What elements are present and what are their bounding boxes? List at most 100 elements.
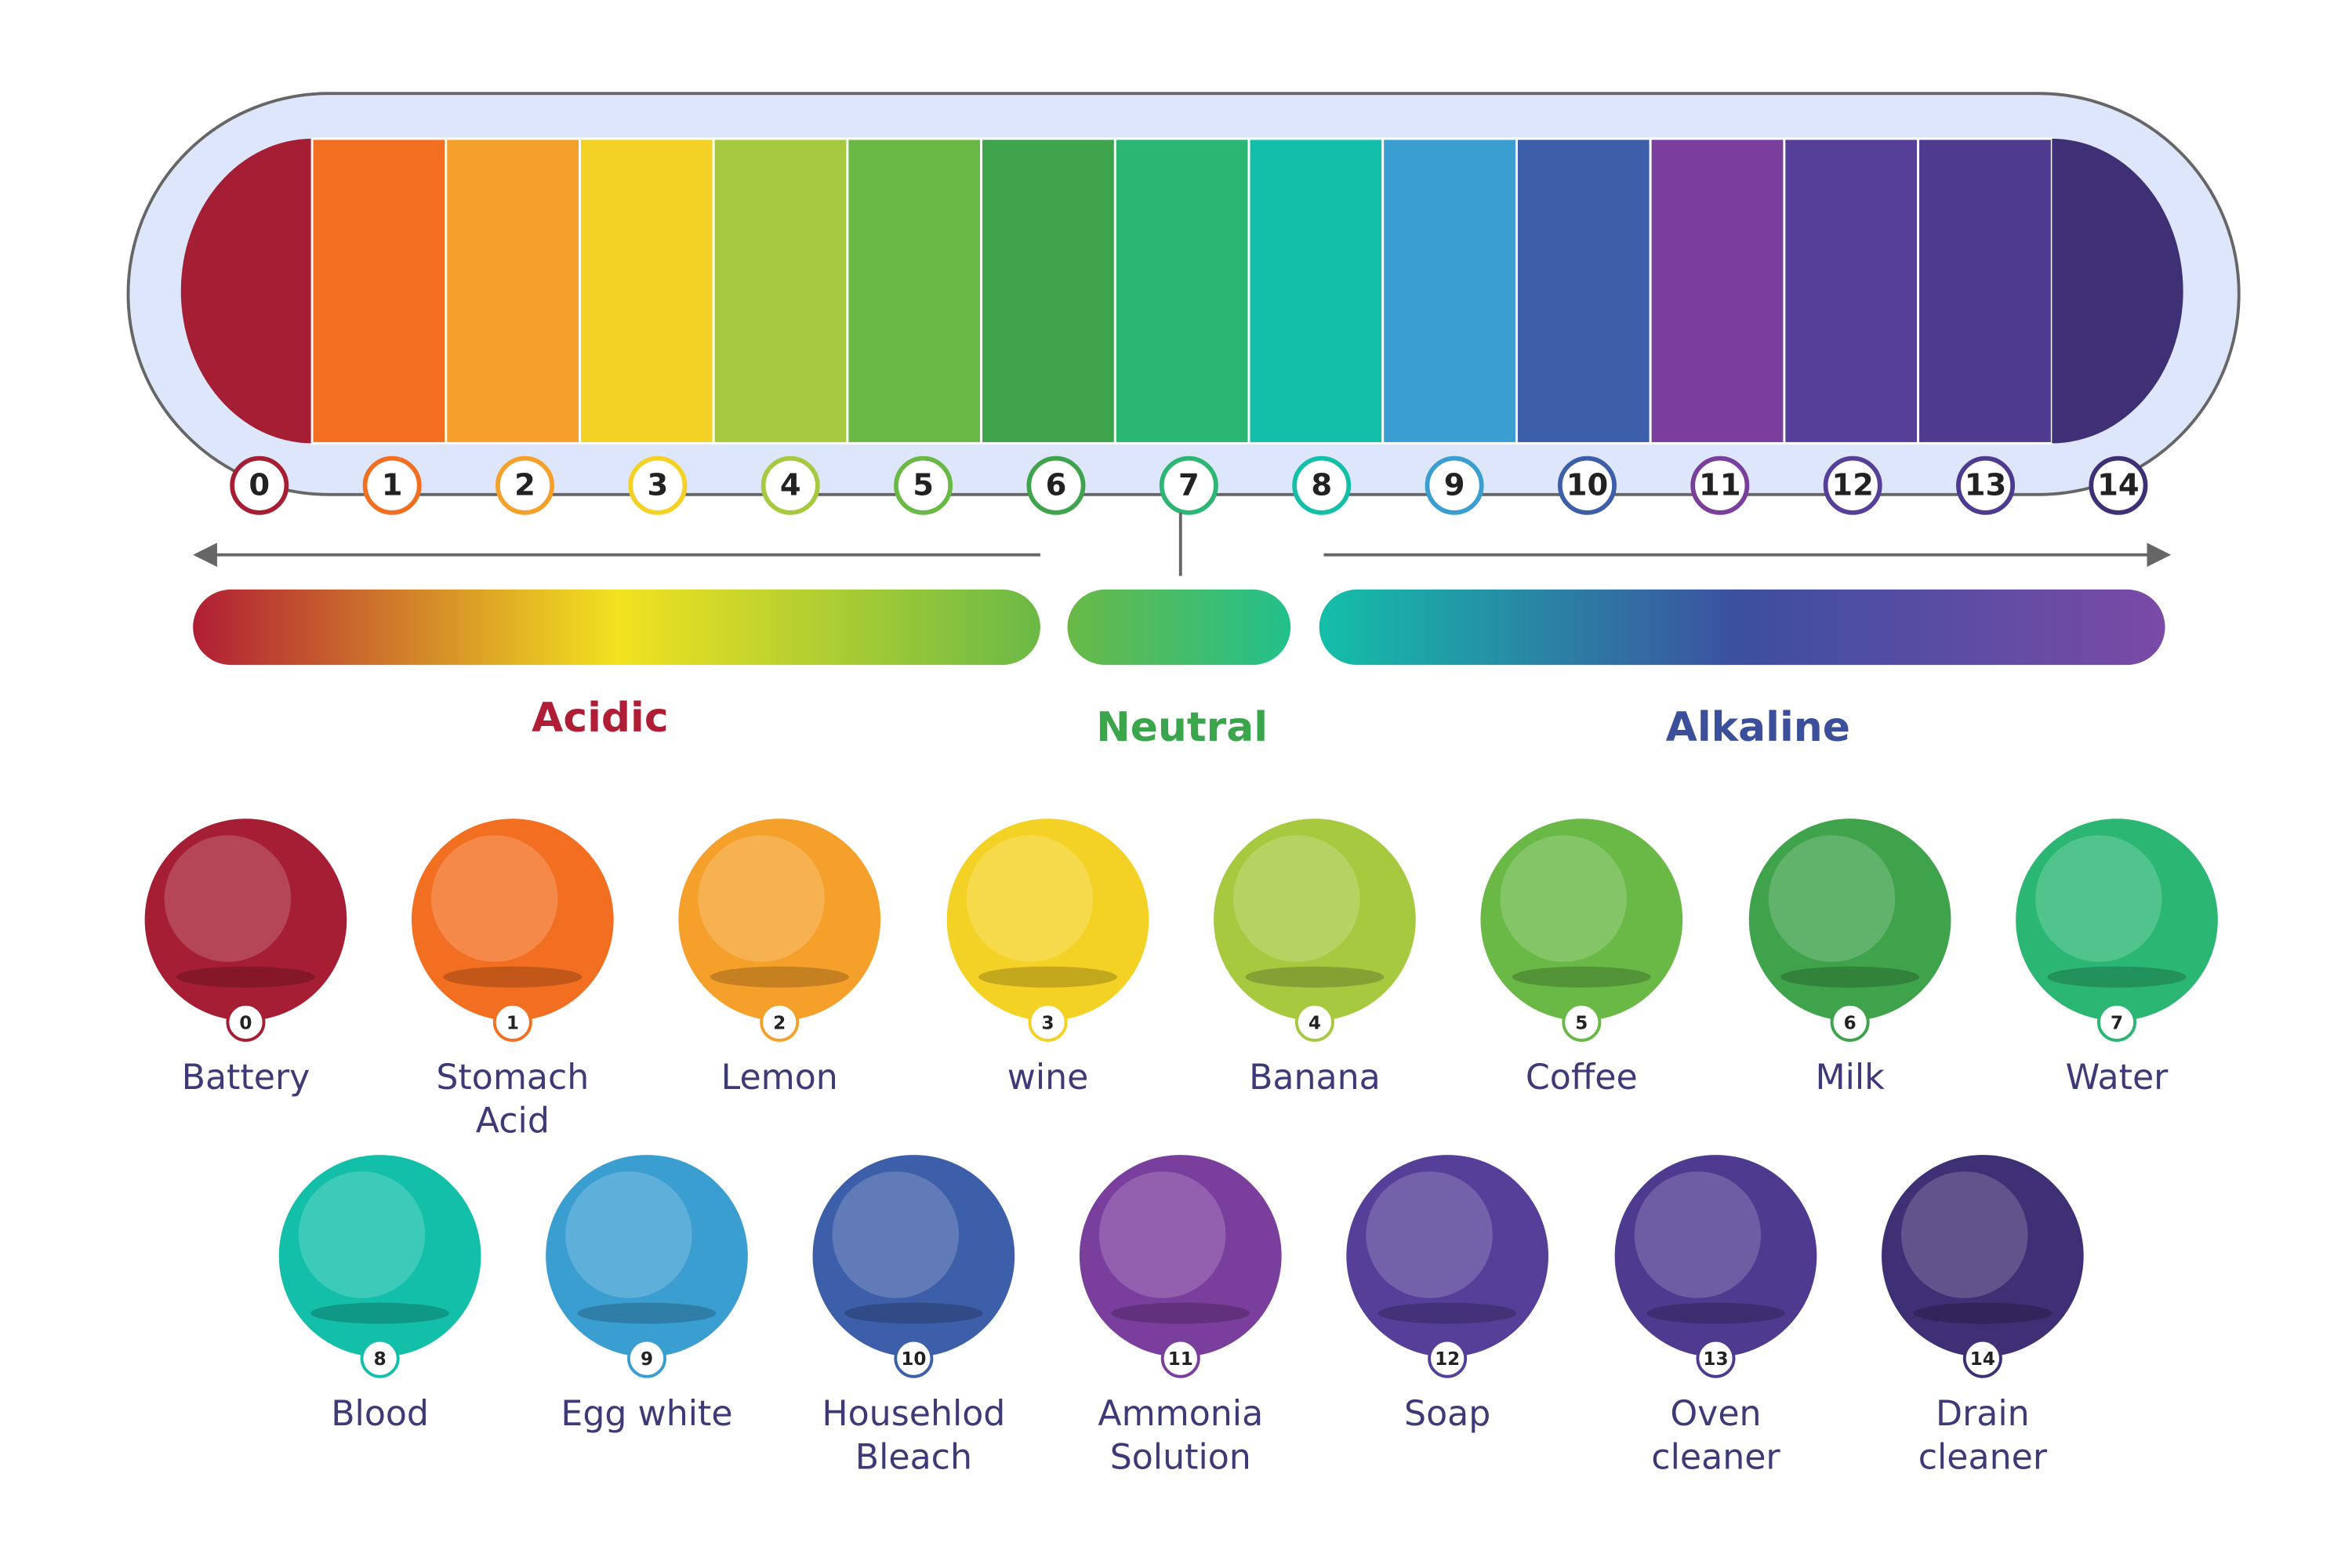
ph-marker bbox=[2089, 456, 2148, 515]
scale-segment bbox=[980, 137, 1116, 445]
item-ph: 1 bbox=[506, 1013, 519, 1033]
ph-marker bbox=[1425, 456, 1484, 515]
item-badge bbox=[1696, 1338, 1736, 1378]
item-glow bbox=[431, 835, 558, 962]
item-ph: 7 bbox=[2111, 1013, 2123, 1033]
ph-marker bbox=[1690, 456, 1750, 515]
item-label: Water bbox=[2066, 1058, 2169, 1098]
item-shadow bbox=[1646, 1302, 1785, 1324]
item-circle bbox=[1480, 818, 1683, 1021]
item-glow bbox=[1901, 1171, 2028, 1298]
item-label: Drain bbox=[1936, 1394, 2030, 1434]
ph-marker bbox=[1292, 456, 1352, 515]
item-circle bbox=[2016, 818, 2218, 1021]
item-glow bbox=[1366, 1171, 1493, 1298]
ph-number: 7 bbox=[1178, 468, 1200, 503]
item-ph: 12 bbox=[1435, 1349, 1460, 1370]
item-badge bbox=[492, 1002, 532, 1042]
item-label: Coffee bbox=[1526, 1058, 1638, 1098]
ph-marker bbox=[760, 456, 820, 515]
item-glow bbox=[565, 1171, 692, 1298]
item-circle bbox=[144, 818, 347, 1021]
range-label: Neutral bbox=[1096, 704, 1268, 751]
alkaline-bar bbox=[1319, 589, 2165, 666]
ph-marker bbox=[362, 456, 422, 515]
item-ph: 4 bbox=[1308, 1013, 1321, 1033]
scale-segment bbox=[1381, 137, 1518, 445]
item-ph: 13 bbox=[1703, 1349, 1728, 1370]
neutral-bar bbox=[1067, 589, 1291, 666]
item-label: cleaner bbox=[1918, 1438, 2048, 1478]
item-glow bbox=[698, 835, 825, 962]
item-label: Solution bbox=[1110, 1438, 1251, 1478]
item-shadow bbox=[577, 1302, 717, 1324]
item-ph: 2 bbox=[773, 1013, 786, 1033]
ph-number: 4 bbox=[780, 468, 801, 503]
item-glow bbox=[164, 835, 292, 962]
item-glow bbox=[1500, 835, 1627, 962]
ph-number: 11 bbox=[1699, 468, 1741, 503]
item-ph: 6 bbox=[1844, 1013, 1857, 1033]
item-label: cleaner bbox=[1651, 1438, 1780, 1478]
item-label: Lemon bbox=[721, 1058, 838, 1098]
ph-number: 3 bbox=[647, 468, 668, 503]
item-label: Soap bbox=[1404, 1394, 1490, 1434]
item-label: Acid bbox=[476, 1102, 550, 1142]
item-circle bbox=[1346, 1155, 1548, 1357]
item-label: Milk bbox=[1815, 1058, 1885, 1098]
ph-number: 10 bbox=[1566, 468, 1609, 503]
item-shadow bbox=[844, 1302, 983, 1324]
range-label: Alkaline bbox=[1666, 704, 1850, 751]
item-badge bbox=[1160, 1338, 1200, 1378]
item-glow bbox=[298, 1171, 426, 1298]
ph-marker bbox=[1956, 456, 2016, 515]
item-label: Bleach bbox=[855, 1438, 972, 1478]
item-badge bbox=[894, 1338, 934, 1378]
item-glow bbox=[2035, 835, 2162, 962]
ph-marker bbox=[628, 456, 688, 515]
item-label: Banana bbox=[1249, 1058, 1381, 1098]
scale-segment bbox=[712, 137, 849, 445]
ph-number: 2 bbox=[514, 468, 535, 503]
item-circle bbox=[1748, 818, 1951, 1021]
ph-marker bbox=[230, 456, 289, 515]
ph-number: 6 bbox=[1046, 468, 1067, 503]
item-circle bbox=[1882, 1155, 2084, 1357]
ph-number: 13 bbox=[1965, 468, 2007, 503]
item-circle bbox=[1214, 818, 1416, 1021]
item-circle bbox=[278, 1155, 481, 1357]
scale-segment bbox=[1649, 137, 1786, 445]
item-glow bbox=[1768, 835, 1896, 962]
ph-number: 9 bbox=[1444, 468, 1465, 503]
item-shadow bbox=[1913, 1302, 2053, 1324]
ph-number: 8 bbox=[1311, 468, 1332, 503]
ph-marker bbox=[1823, 456, 1882, 515]
scale-segment bbox=[1917, 137, 2053, 445]
scale-segment bbox=[2052, 138, 2183, 444]
item-shadow bbox=[1245, 966, 1385, 988]
item-badge bbox=[226, 1002, 266, 1042]
item-badge bbox=[760, 1002, 800, 1042]
scale-segment bbox=[1515, 137, 1652, 445]
item-circle bbox=[946, 818, 1149, 1021]
item-shadow bbox=[1377, 1302, 1517, 1324]
scale-segment bbox=[180, 138, 313, 444]
scale-segment bbox=[1783, 137, 1920, 445]
item-badge bbox=[1562, 1002, 1602, 1042]
scale-segment bbox=[1113, 137, 1250, 445]
item-shadow bbox=[710, 966, 849, 988]
item-circle bbox=[678, 818, 881, 1021]
item-shadow bbox=[176, 966, 315, 988]
item-badge bbox=[2097, 1002, 2136, 1042]
ph-marker bbox=[1159, 456, 1218, 515]
item-glow bbox=[1634, 1171, 1762, 1298]
ph-number: 0 bbox=[249, 468, 270, 503]
item-glow bbox=[832, 1171, 960, 1298]
scale-segment bbox=[846, 137, 983, 445]
item-shadow bbox=[1780, 966, 1920, 988]
item-glow bbox=[966, 835, 1094, 962]
item-shadow bbox=[443, 966, 583, 988]
item-ph: 14 bbox=[1970, 1349, 1995, 1370]
scale-segment bbox=[445, 137, 581, 445]
